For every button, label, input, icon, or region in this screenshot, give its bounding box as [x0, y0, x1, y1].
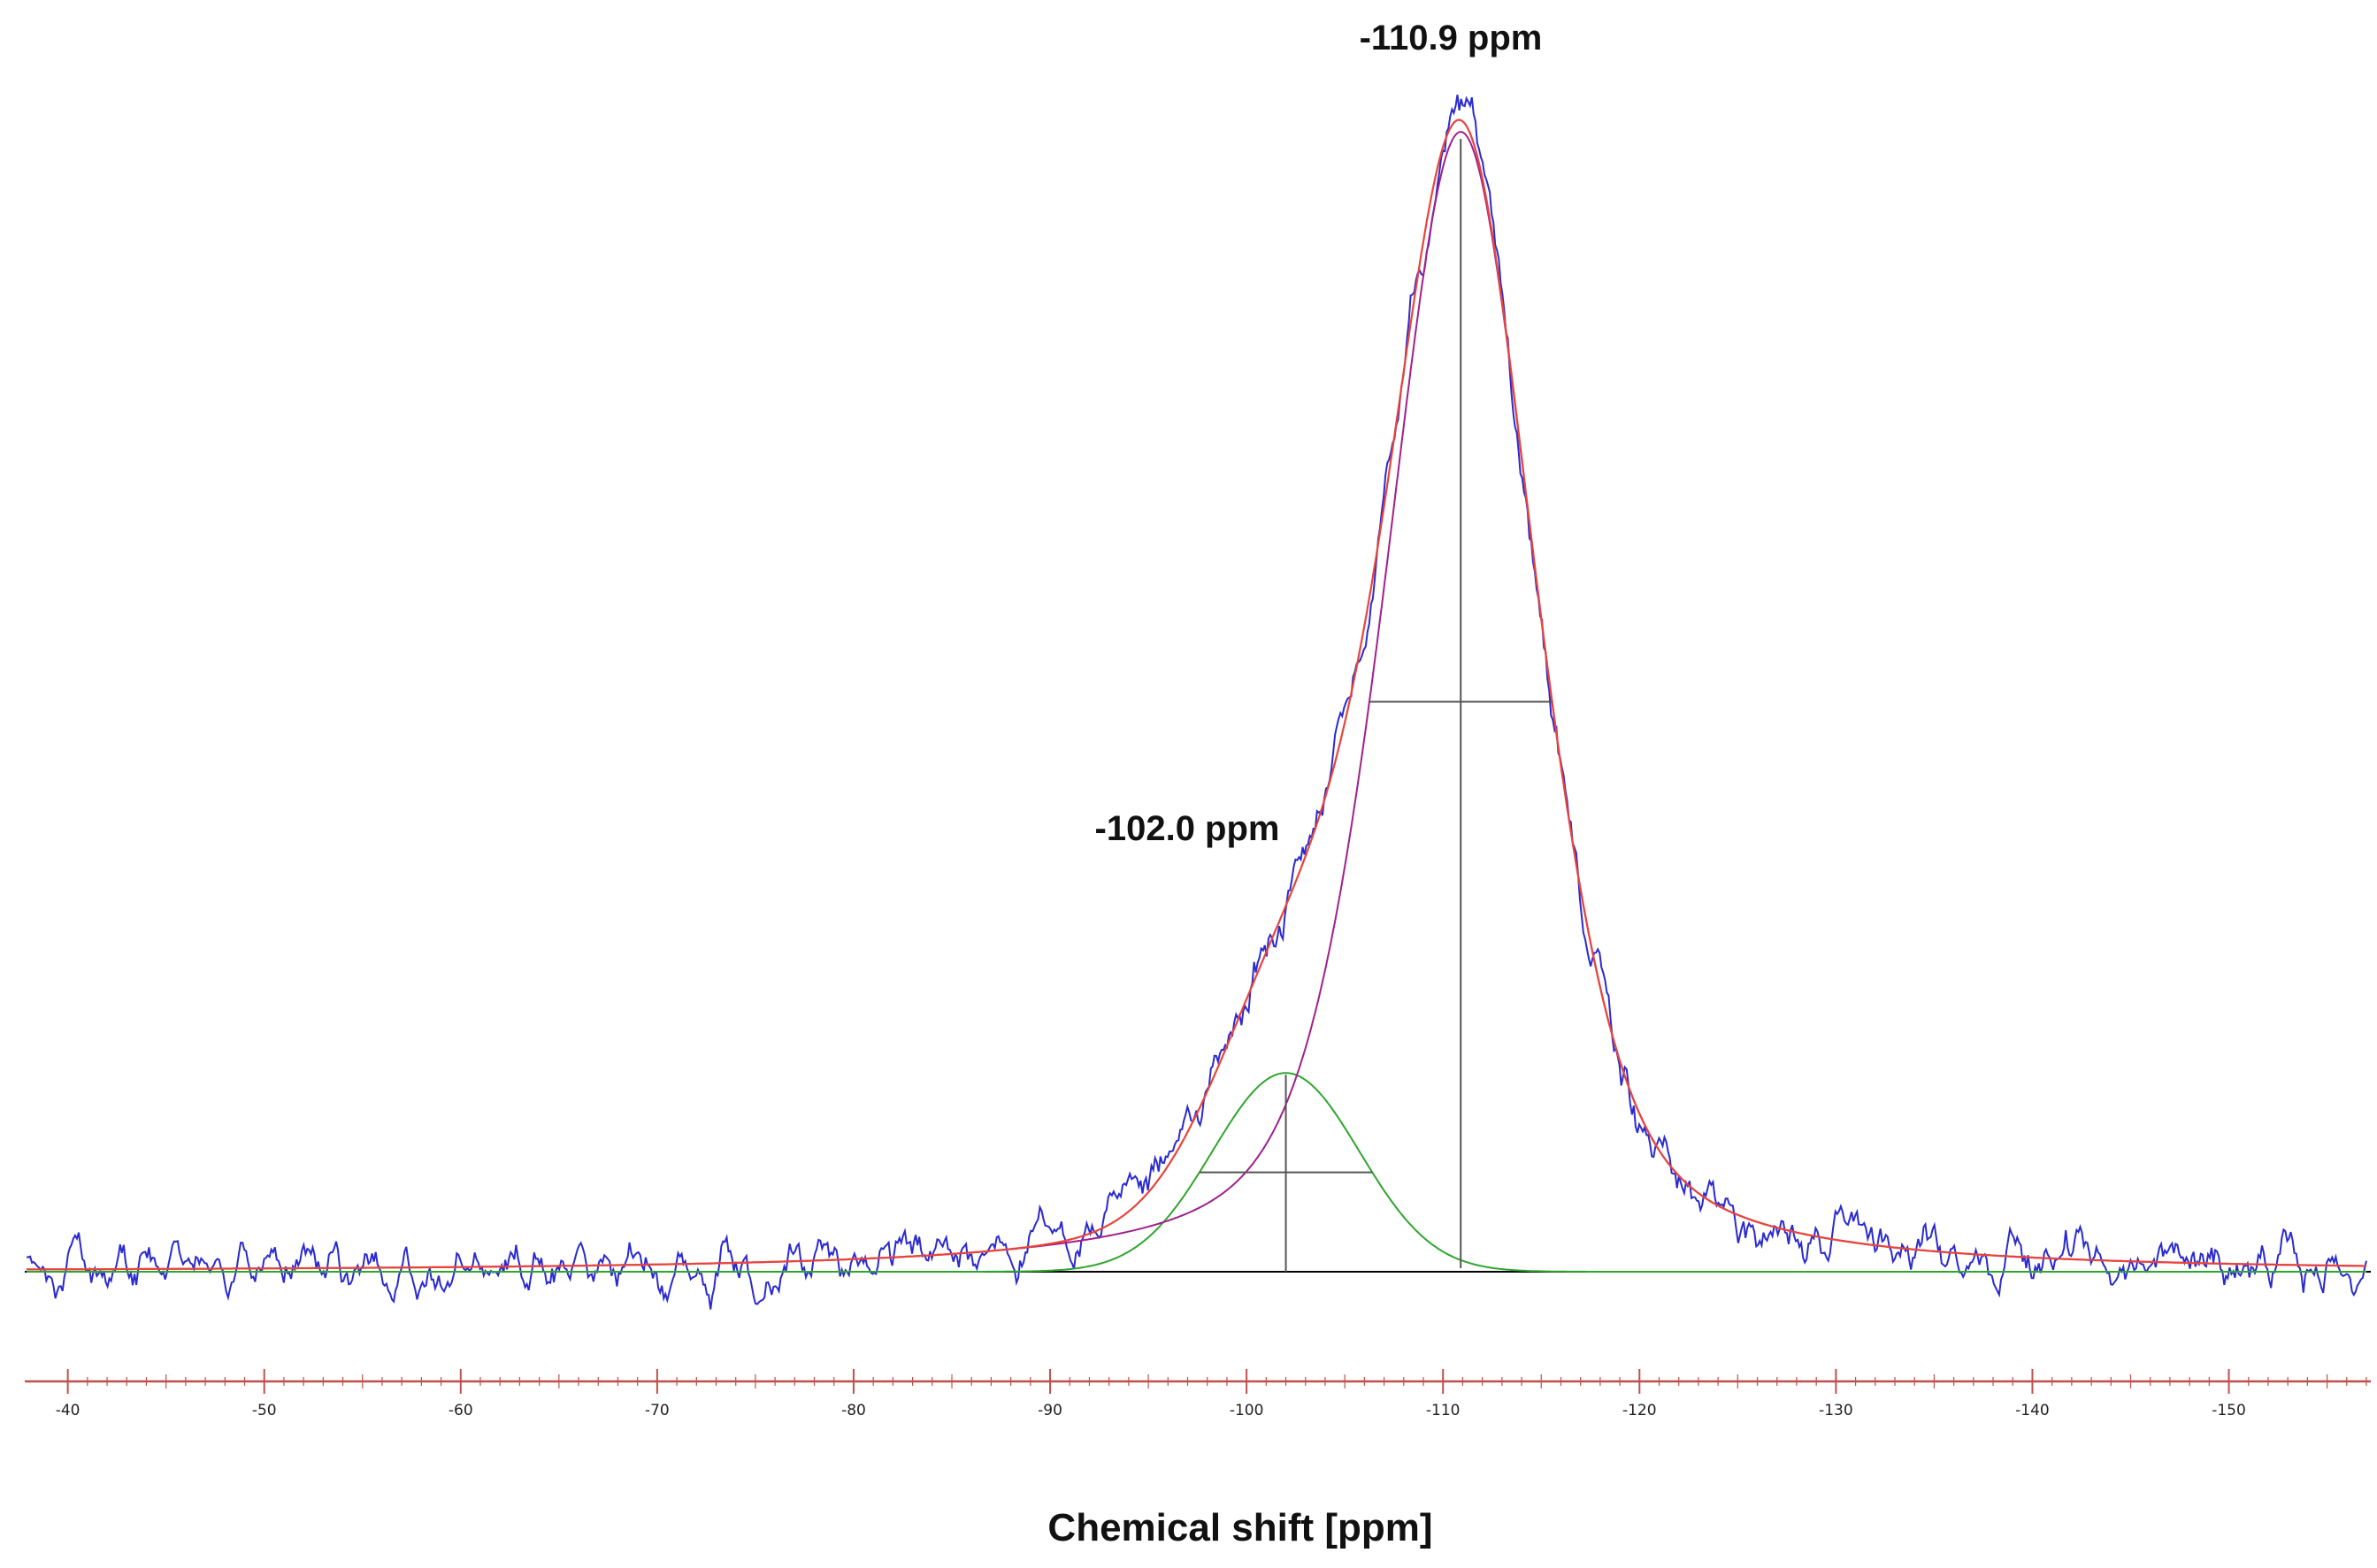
- x-tick-label: -100: [1230, 1402, 1264, 1419]
- x-tick-label: -150: [2212, 1402, 2246, 1419]
- annotation-main-peak: -110.9 ppm: [1360, 19, 1543, 57]
- annotation-shoulder-peak: -102.0 ppm: [1095, 809, 1280, 848]
- total-fit-line: [27, 119, 2366, 1271]
- x-axis: -40 -50 -60 -70 -80 -90 -100 -110 -120 -130 -140 -1…: [25, 1369, 2371, 1419]
- x-tick-label: -50: [252, 1402, 277, 1419]
- x-tick-label: -70: [645, 1402, 670, 1419]
- x-tick-label: -80: [841, 1402, 866, 1419]
- x-tick-label: -130: [1819, 1402, 1853, 1419]
- x-tick-label: -60: [449, 1402, 473, 1419]
- x-tick-label: -110: [1426, 1402, 1461, 1419]
- plot-series: [27, 94, 2367, 1310]
- x-tick-label: -90: [1038, 1402, 1062, 1419]
- x-tick-label: -140: [2015, 1402, 2050, 1419]
- peak-markers: [1199, 139, 1553, 1272]
- x-tick-label: -40: [56, 1402, 81, 1419]
- component-shoulder-line: [27, 1072, 2366, 1273]
- x-tick-label: -120: [1622, 1402, 1657, 1419]
- x-axis-label: Chemical shift [ppm]: [1047, 1506, 1432, 1549]
- experimental-spectrum-line: [27, 94, 2367, 1310]
